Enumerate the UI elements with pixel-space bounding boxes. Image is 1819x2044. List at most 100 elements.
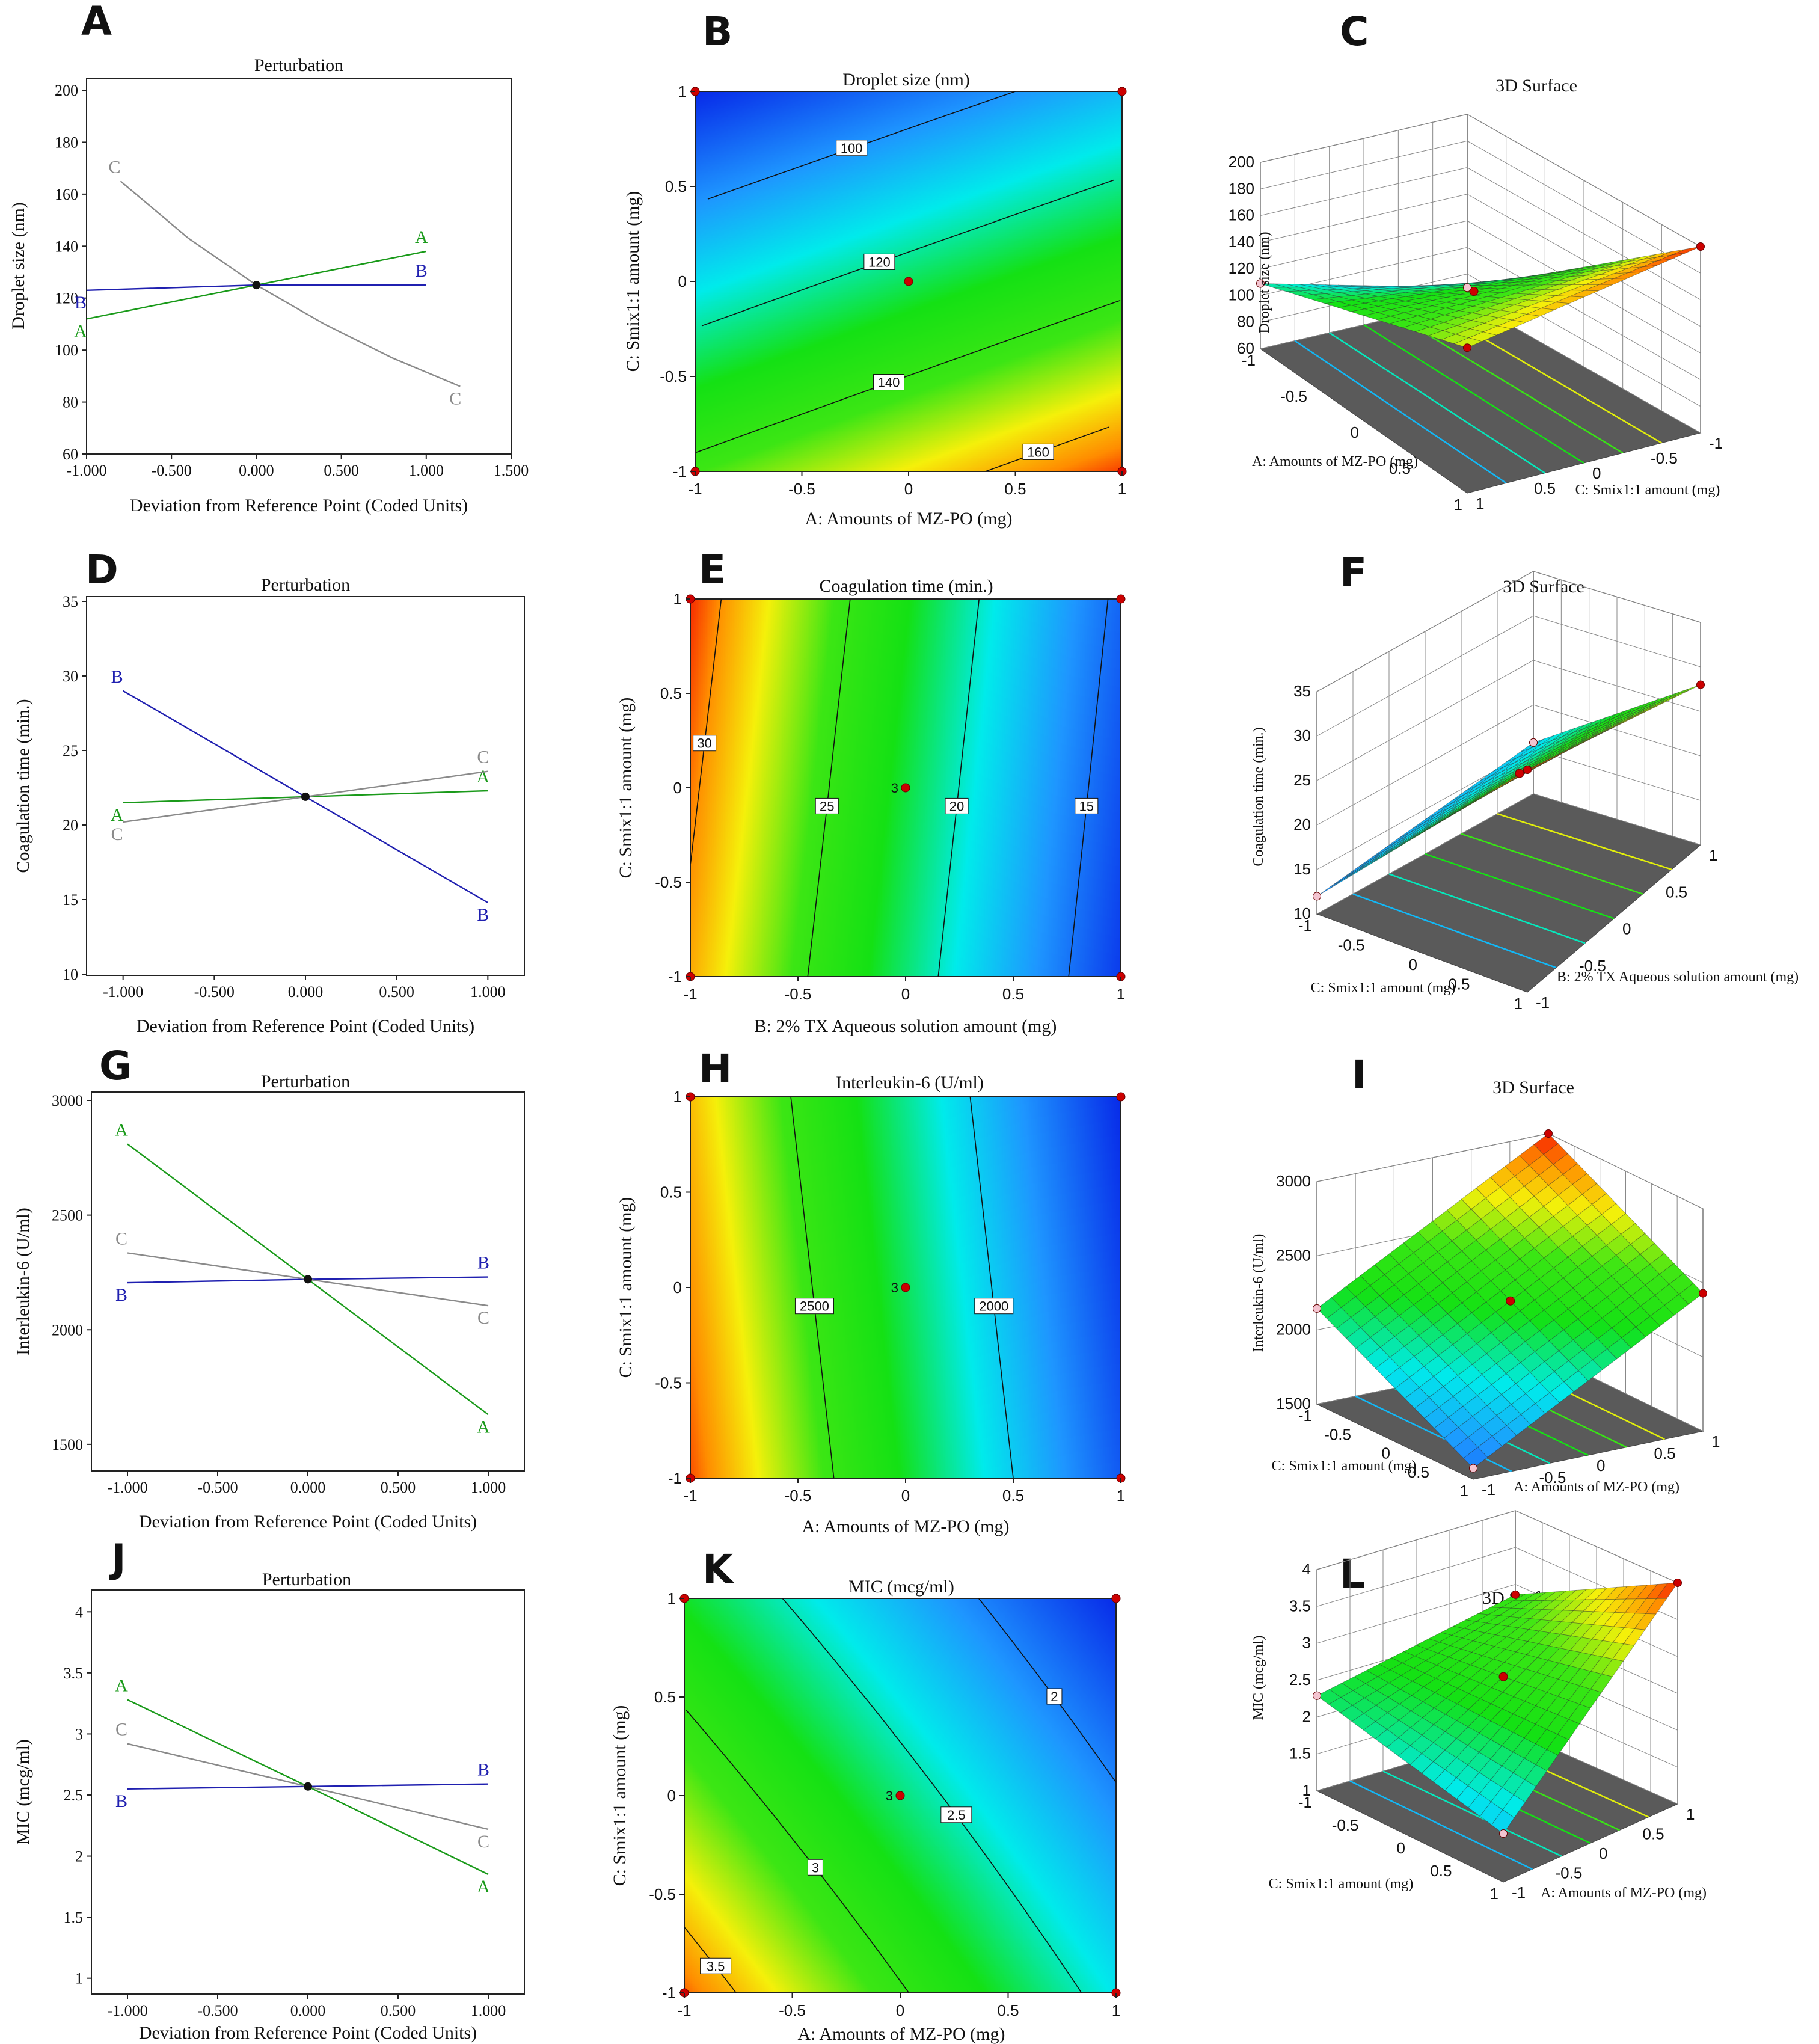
z-tick-label: 100 — [1229, 286, 1254, 304]
contour-line — [696, 299, 1121, 453]
surface-cell — [1482, 325, 1512, 336]
series-label-c: C — [477, 747, 489, 767]
plot-frame — [86, 78, 512, 455]
x-tick-label: 0.000 — [288, 983, 324, 1001]
y-tick-label: 2500 — [52, 1207, 83, 1224]
y-tick-label: 1 — [1454, 496, 1462, 514]
series-label-c: C — [115, 1229, 127, 1249]
y-tick-label: -1 — [668, 1469, 682, 1487]
series-label-c: C — [108, 157, 120, 177]
center-point — [904, 277, 913, 286]
panel-letter-a: A — [81, 0, 112, 45]
series-label-a: A — [115, 1120, 128, 1140]
y-axis-label: C: Smix1:1 amount (mg) — [616, 1197, 636, 1378]
y-tick-label: 0 — [667, 1787, 676, 1805]
x-tick-label: -1 — [1512, 1883, 1526, 1901]
x-tick-label: 0 — [904, 480, 913, 498]
x-tick-label: 1.000 — [471, 2002, 506, 2019]
y-tick-label: 2 — [75, 1848, 83, 1865]
contour-label: 15 — [1079, 799, 1094, 814]
x-tick-label: 0 — [901, 1487, 910, 1505]
x-tick-label: -0.5 — [1539, 1469, 1566, 1487]
surface-cell — [1664, 1294, 1689, 1316]
z-tick-label: 4 — [1302, 1560, 1311, 1578]
center-point-label: 3 — [891, 1280, 898, 1295]
contour-label-box — [1046, 1688, 1063, 1705]
series-label-b: B — [477, 905, 489, 925]
y-tick-label: 25 — [63, 742, 78, 760]
panel-letter-h: H — [699, 1046, 732, 1092]
y-tick-label: 0 — [673, 779, 682, 797]
y-axis-label: Coagulation time (min.) — [13, 699, 33, 873]
contour-label-box — [836, 140, 868, 156]
y-tick-label: 1 — [75, 1970, 83, 1987]
z-axis-label: MIC (mcg/ml) — [1251, 1636, 1266, 1720]
x-tick-label: 1 — [1117, 985, 1125, 1003]
y-tick-label: 180 — [55, 134, 78, 151]
surface-cell — [1635, 705, 1658, 717]
surface-grid — [1316, 1510, 1678, 1583]
y-tick-label: 1500 — [52, 1436, 83, 1453]
surface-grid — [1316, 615, 1701, 737]
z-tick-label: 20 — [1293, 815, 1311, 833]
panel-letter-i: I — [1352, 1052, 1367, 1098]
floor-contour — [1349, 1780, 1533, 1870]
y-tick-label: 1 — [667, 1589, 676, 1607]
surface-cell — [1667, 690, 1690, 700]
z-tick-label: 10 — [1293, 904, 1311, 922]
contour-line — [969, 1096, 1014, 1479]
series-label-b: B — [75, 293, 87, 313]
floor-contour — [1461, 833, 1643, 895]
design-point — [1499, 1829, 1508, 1838]
x-tick-label: 1 — [1112, 2001, 1120, 2019]
z-tick-label: 1500 — [1276, 1395, 1311, 1413]
y-axis-label: MIC (mcg/ml) — [13, 1739, 33, 1845]
series-label-b: B — [115, 1791, 127, 1811]
contour-label-box — [700, 1957, 732, 1974]
y-tick-label: -1 — [1298, 916, 1312, 935]
surface-cell — [1579, 1689, 1602, 1708]
surface-cell — [1599, 278, 1628, 285]
y-tick-label: -0.5 — [660, 367, 687, 385]
series-line-c — [120, 180, 461, 387]
y-tick-label: -1 — [1298, 1407, 1312, 1425]
y-tick-label: 3000 — [52, 1092, 83, 1109]
panel-letter-f: F — [1340, 550, 1367, 596]
series-label-a: A — [115, 1676, 128, 1696]
y-tick-label: 1 — [1514, 995, 1523, 1013]
series-label-b: B — [111, 667, 123, 687]
x-tick-label: -0.5 — [779, 2001, 806, 2019]
chart-title: Perturbation — [261, 575, 350, 595]
x-tick-label: 1.000 — [470, 983, 506, 1001]
y-tick-label: -0.5 — [1338, 936, 1365, 954]
series-label-b: B — [115, 1285, 127, 1305]
chart-title: Droplet size (nm) — [842, 70, 970, 90]
x-axis-label: Deviation from Reference Point (Coded Un… — [130, 496, 468, 515]
x-tick-label: 0 — [1622, 920, 1631, 938]
design-point — [1529, 738, 1538, 747]
surface-cell — [1606, 1337, 1632, 1360]
y-tick-label: 2000 — [52, 1321, 83, 1339]
y-tick-label: 3 — [75, 1725, 83, 1743]
x-tick-label: 1 — [1686, 1805, 1695, 1823]
center-point — [901, 783, 910, 793]
surface-cell — [1491, 1425, 1517, 1447]
x-tick-label: 0.500 — [324, 462, 359, 479]
series-label-a: A — [477, 1417, 490, 1437]
floor-contour — [1382, 1770, 1562, 1857]
x-tick-label: -1 — [1536, 993, 1550, 1011]
surface-cell — [1578, 1359, 1603, 1381]
x-tick-label: 0.000 — [239, 462, 274, 479]
center-point — [901, 1283, 910, 1292]
x-tick-label: -1.000 — [107, 1479, 147, 1496]
surface-grid — [1260, 167, 1701, 301]
series-label-a: A — [476, 767, 489, 787]
panel-letter-c: C — [1340, 8, 1369, 55]
x-tick-label: 0 — [1599, 1844, 1607, 1862]
series-label-a: A — [477, 1877, 490, 1897]
z-tick-label: 60 — [1237, 339, 1254, 357]
x-tick-label: 0 — [896, 2001, 904, 2019]
surface-cell — [1628, 265, 1657, 273]
panel-g: Perturbation -1.000 -0.500 0.000 0.500 1.000… — [13, 1072, 525, 1532]
chart-title: 3D Surface — [1492, 1078, 1574, 1097]
